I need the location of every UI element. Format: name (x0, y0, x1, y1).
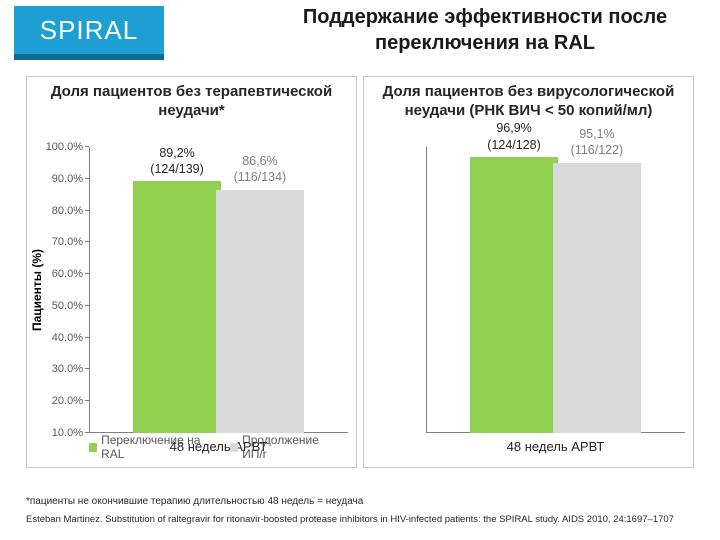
legend-swatch (230, 443, 238, 452)
y-tick-label: 30.0% (39, 363, 83, 375)
bar (133, 181, 221, 433)
y-tick-label: 50.0% (39, 300, 83, 312)
x-category-right: 48 недель АРВТ (426, 439, 685, 454)
bar-value-label: 86,6%(116/134) (200, 153, 320, 186)
study-badge-text: SPIRAL (40, 15, 139, 46)
y-tick-label: 100.0% (39, 141, 83, 153)
chart-left: Пациенты (%) 48 недель АРВТ 10.0%20.0%30… (27, 147, 356, 433)
legend-label: Продолжение ИП/r (242, 433, 336, 461)
slide-title: Поддержание эффективности после переключ… (270, 4, 700, 56)
chart-panel-left: Доля пациентов без терапевтической неуда… (26, 76, 357, 468)
y-tick-label: 80.0% (39, 205, 83, 217)
footnote-1: *пациенты не окончившие терапию длительн… (26, 495, 694, 509)
y-tick-mark (85, 368, 89, 369)
footnotes: *пациенты не окончившие терапию длительн… (26, 495, 694, 526)
y-tick-label: 10.0% (39, 427, 83, 439)
legend-label: Переключение на RAL (101, 433, 214, 461)
y-tick-label: 90.0% (39, 173, 83, 185)
plot-right: 48 недель АРВТ 96,9%(124/128)95,1%(116/1… (426, 147, 685, 433)
y-tick-label: 60.0% (39, 268, 83, 280)
y-tick-mark (85, 178, 89, 179)
y-axis-label: Пациенты (%) (30, 249, 44, 331)
y-tick-label: 40.0% (39, 332, 83, 344)
chart-right: 48 недель АРВТ 96,9%(124/128)95,1%(116/1… (364, 147, 693, 433)
y-tick-label: 70.0% (39, 236, 83, 248)
footnote-2: Esteban Martinez. Substitution of ralteg… (26, 513, 694, 526)
y-tick-mark (85, 400, 89, 401)
y-tick-mark (85, 305, 89, 306)
y-axis (426, 147, 427, 433)
plot-left: 48 недель АРВТ 10.0%20.0%30.0%40.0%50.0%… (89, 147, 348, 433)
chart-legend: Переключение на RAL Продолжение ИП/r (89, 433, 348, 461)
bar (470, 157, 558, 433)
bar (553, 163, 641, 433)
bar-value-label: 95,1%(116/122) (537, 126, 657, 159)
bar (216, 190, 304, 433)
legend-swatch (89, 443, 97, 452)
slide-header: SPIRAL Поддержание эффективности после п… (0, 0, 720, 68)
chart-panel-right: Доля пациентов без вирусологической неуд… (363, 76, 694, 468)
y-axis (89, 147, 90, 433)
y-tick-mark (85, 273, 89, 274)
chart-title-left: Доля пациентов без терапевтической неуда… (27, 83, 356, 141)
y-tick-mark (85, 241, 89, 242)
chart-panels: Доля пациентов без терапевтической неуда… (26, 76, 694, 468)
study-badge: SPIRAL (14, 6, 164, 54)
y-tick-label: 20.0% (39, 395, 83, 407)
y-tick-mark (85, 210, 89, 211)
y-tick-mark (85, 146, 89, 147)
y-tick-mark (85, 337, 89, 338)
